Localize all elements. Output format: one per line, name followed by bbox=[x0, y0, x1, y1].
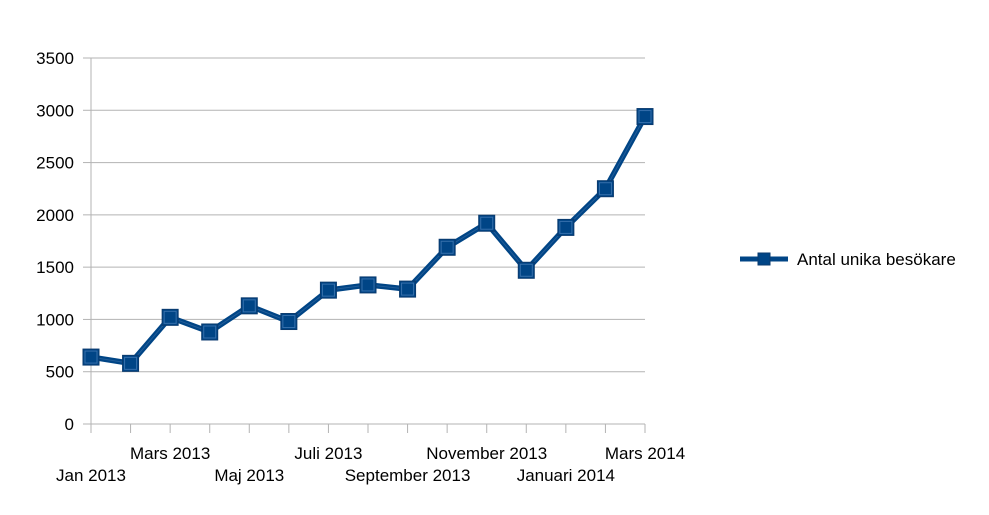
data-point-marker-highlight bbox=[480, 216, 494, 230]
data-point-marker bbox=[557, 218, 575, 236]
data-point-marker-highlight bbox=[321, 283, 335, 297]
legend-label: Antal unika besökare bbox=[797, 250, 956, 269]
x-tick-label: September 2013 bbox=[345, 466, 471, 485]
data-point-marker bbox=[359, 276, 377, 294]
axes bbox=[90, 58, 645, 425]
data-point-marker-highlight bbox=[84, 350, 98, 364]
data-point-marker-highlight bbox=[519, 263, 533, 277]
data-point-marker bbox=[240, 297, 258, 315]
data-point-marker bbox=[438, 238, 456, 256]
data-point-marker-highlight bbox=[361, 278, 375, 292]
data-point-marker bbox=[596, 180, 614, 198]
series-group bbox=[82, 108, 654, 372]
data-point-marker-highlight bbox=[163, 310, 177, 324]
data-point-marker bbox=[161, 308, 179, 326]
data-point-marker bbox=[122, 354, 140, 372]
x-tick-label: November 2013 bbox=[426, 444, 547, 463]
y-tick-label: 2000 bbox=[36, 206, 74, 225]
data-point-marker bbox=[478, 214, 496, 232]
data-point-marker-highlight bbox=[203, 325, 217, 339]
y-tick-label: 3500 bbox=[36, 49, 74, 68]
x-tick-label: Mars 2014 bbox=[605, 444, 685, 463]
data-point-marker-highlight bbox=[440, 240, 454, 254]
data-point-marker-highlight bbox=[242, 299, 256, 313]
series-line-highlight-0 bbox=[90, 116, 646, 364]
y-tick-label: 0 bbox=[65, 415, 74, 434]
x-tick-label: Mars 2013 bbox=[130, 444, 210, 463]
data-point-marker bbox=[517, 261, 535, 279]
data-point-marker bbox=[201, 323, 219, 341]
data-point-marker-highlight bbox=[559, 220, 573, 234]
y-axis-ticks: 0 500 1000 1500 2000 2500 3000 3500 bbox=[36, 49, 91, 434]
data-point-marker bbox=[319, 281, 337, 299]
data-point-marker-highlight bbox=[598, 182, 612, 196]
x-tick-label: Januari 2014 bbox=[517, 466, 615, 485]
y-tick-label: 1500 bbox=[36, 258, 74, 277]
data-point-marker-highlight bbox=[401, 282, 415, 296]
x-tick-label: Jan 2013 bbox=[56, 466, 126, 485]
data-point-marker bbox=[636, 108, 654, 126]
y-tick-label: 3000 bbox=[36, 101, 74, 120]
data-point-marker-highlight bbox=[282, 315, 296, 329]
data-point-marker bbox=[82, 348, 100, 366]
legend: Antal unika besökare bbox=[740, 250, 956, 269]
x-tick-label: Maj 2013 bbox=[214, 466, 284, 485]
data-point-marker bbox=[399, 280, 417, 298]
data-point-marker-highlight bbox=[124, 356, 138, 370]
y-tick-label: 1000 bbox=[36, 310, 74, 329]
y-tick-label: 500 bbox=[46, 363, 74, 382]
x-tick-label: Juli 2013 bbox=[294, 444, 362, 463]
data-point-marker-highlight bbox=[638, 110, 652, 124]
series-line-0 bbox=[88, 113, 648, 367]
data-point-marker bbox=[280, 313, 298, 331]
legend-marker-swatch bbox=[757, 252, 771, 266]
y-tick-label: 2500 bbox=[36, 154, 74, 173]
